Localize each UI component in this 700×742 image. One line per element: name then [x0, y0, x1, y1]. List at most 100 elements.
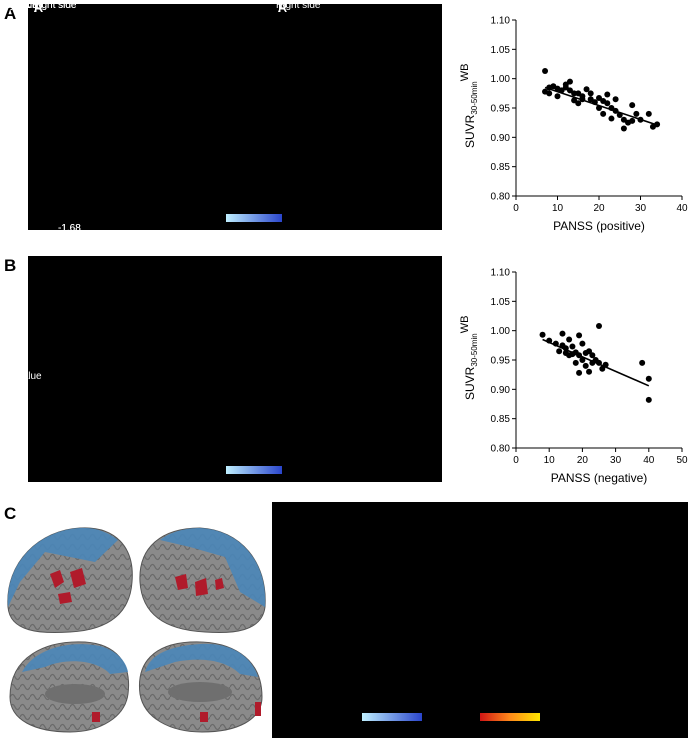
colorbar-title: T value — [9, 371, 42, 382]
colorbar-max-label: -1.68 — [58, 223, 81, 234]
y-tick-label: 1.05 — [491, 297, 511, 308]
data-point — [569, 343, 576, 350]
data-point — [566, 87, 573, 94]
right-side-label: Right side — [32, 0, 77, 11]
data-point — [620, 125, 627, 132]
coronal-coord-label: -14 — [13, 0, 27, 10]
y-tick-label: 0.95 — [491, 356, 511, 367]
brain-montage-a — [28, 4, 442, 230]
coronal-coord-label: -40 — [13, 0, 27, 10]
data-point — [572, 359, 579, 366]
data-point — [575, 100, 582, 107]
x-tick-label: 50 — [676, 455, 688, 466]
y-tick-label: 1.05 — [491, 45, 511, 56]
left-side-label: Left side — [0, 0, 38, 11]
data-point — [596, 105, 602, 111]
axial-coord-label: -16 — [13, 0, 27, 10]
y-axis-label-main: SUVR — [463, 366, 477, 400]
data-point — [604, 100, 611, 107]
data-point — [566, 336, 573, 343]
coronal-coord-label: 12 — [14, 0, 25, 10]
left-side-label: Left side — [0, 0, 38, 11]
axial-coord-label: 50 — [14, 0, 25, 10]
y-tick-label: 1.10 — [491, 268, 511, 279]
coronal-coord-label: -66 — [13, 0, 27, 10]
sagittal-coord-label: -22 — [13, 0, 27, 10]
axial-coord-label: 50 — [14, 0, 25, 10]
data-point — [608, 105, 615, 111]
sagittal-coord-label: -36 — [13, 0, 27, 10]
coronal-coord-label: 38 — [14, 0, 25, 10]
cortical-surface-renders — [7, 527, 266, 733]
sagittal-coord-label: 20 — [14, 0, 25, 10]
x-tick-label: 10 — [552, 203, 564, 214]
orient-right-label: L — [0, 0, 8, 15]
orient-back-label: P — [0, 0, 9, 15]
y-tick-label: 1.10 — [491, 16, 511, 27]
brain-montage-c — [272, 502, 688, 738]
coronal-coord-label: y: 64 — [10, 0, 30, 10]
orient-left-label: R — [278, 0, 288, 15]
data-point — [539, 331, 546, 338]
x-axis-label: PANSS (negative) — [551, 471, 648, 485]
data-point — [559, 330, 566, 337]
colorbar-gradient-a — [226, 214, 282, 222]
data-point — [583, 86, 590, 93]
y-tick-label: 0.80 — [491, 192, 511, 203]
data-point — [558, 87, 565, 94]
data-point — [579, 96, 586, 103]
sagittal-coord-label: 6 — [17, 0, 23, 10]
x-tick-label: 20 — [593, 203, 605, 214]
panel-label-b: B — [4, 256, 17, 275]
data-point — [579, 357, 586, 363]
axial-coord-label: 50 — [14, 0, 25, 10]
x-tick-label: 0 — [513, 203, 519, 214]
coronal-coord-label: y: 64 — [10, 0, 30, 10]
axial-coord-label: z: 72 — [10, 0, 30, 10]
orient-back-label: P — [0, 0, 9, 15]
orient-right-label: L — [0, 0, 8, 15]
sagittal-coord-label: 20 — [14, 0, 25, 10]
sagittal-coord-label: -36 — [13, 0, 27, 10]
data-point — [576, 369, 583, 376]
data-point — [596, 95, 602, 102]
data-point — [546, 337, 553, 344]
y-axis-label-main: SUVR — [463, 114, 477, 148]
axial-coord-label: 28 — [14, 0, 25, 10]
data-point — [562, 345, 569, 352]
data-point — [612, 96, 619, 103]
coronal-coord-label: -40 — [13, 0, 27, 10]
y-tick-label: 1.00 — [491, 326, 511, 337]
x-tick-label: 30 — [610, 455, 622, 466]
orient-front-label: A — [34, 0, 43, 15]
data-point — [600, 110, 607, 117]
coronal-coord-label: -14 — [13, 0, 27, 10]
data-point — [637, 116, 644, 123]
sagittal-coord-label: 20 — [14, 0, 25, 10]
data-point — [576, 352, 583, 359]
colorbar-neg-c — [362, 713, 422, 721]
scatter-plot-b: 0.80 0.85 0.90 0.95 1.00 1.05 1.10 0 10 20 30 40 50 P… — [459, 268, 688, 486]
y-axis-label-sub: 30-50min — [470, 333, 479, 366]
sagittal-coord-label: -8 — [15, 0, 24, 10]
data-point — [591, 99, 598, 106]
data-point — [542, 68, 549, 75]
orient-left-label: R — [34, 0, 44, 15]
y-axis-label-sup: WB — [459, 64, 471, 82]
data-point — [587, 90, 594, 97]
coronal-coord-label: 38 — [14, 0, 25, 10]
coronal-coord-label: -14 — [13, 0, 27, 10]
sagittal-coord-label: x: 34 — [10, 0, 30, 10]
axial-coord-label: 6 — [17, 0, 23, 10]
brain-montage-b — [28, 256, 442, 482]
orient-right-label: L — [0, 0, 8, 15]
data-point — [596, 322, 602, 329]
orient-right-label: L — [0, 0, 8, 15]
axial-coord-label: -38 — [13, 0, 27, 10]
data-point — [620, 116, 627, 123]
sagittal-coord-label: -8 — [15, 0, 24, 10]
y-axis-label: SUVR30-50minWB — [459, 316, 479, 400]
data-point — [571, 90, 578, 97]
medial-left-hemisphere — [138, 641, 263, 733]
